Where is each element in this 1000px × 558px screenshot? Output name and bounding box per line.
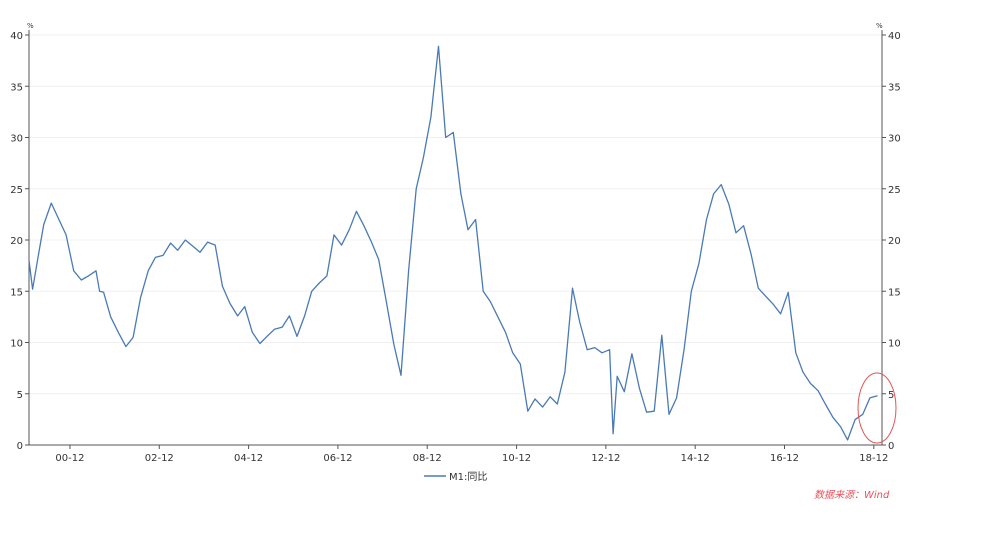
x-tick-label: 02-12	[145, 453, 174, 464]
source-note: 数据来源：Wind	[814, 490, 890, 501]
x-tick-label: 04-12	[234, 453, 263, 464]
x-tick-label: 08-12	[413, 453, 442, 464]
y-axis-ticks: 0 0 5 5 10 10 15 15 20 20 25 25 30 30 35 35 40 40	[10, 31, 900, 452]
right-unit-label: %	[876, 22, 883, 30]
right-y-tick-label: 35	[888, 82, 901, 93]
right-y-tick-label: 30	[888, 134, 901, 145]
series-layer	[28, 45, 878, 441]
left-y-tick-label: 0	[17, 441, 23, 452]
left-y-tick-label: 15	[10, 287, 23, 298]
left-y-tick-label: 5	[17, 390, 23, 401]
right-y-tick-label: 40	[888, 31, 901, 42]
x-tick-label: 12-12	[591, 453, 620, 464]
left-y-tick-label: 25	[10, 185, 23, 196]
left-y-tick-label: 35	[10, 82, 23, 93]
highlight-ellipse	[857, 372, 897, 444]
left-y-tick-label: 30	[10, 134, 23, 145]
right-y-tick-label: 25	[888, 185, 901, 196]
x-tick-label: 00-12	[55, 453, 84, 464]
left-y-tick-label: 40	[10, 31, 23, 42]
x-tick-label: 10-12	[502, 453, 531, 464]
left-unit-label: %	[27, 22, 34, 30]
x-tick-label: 06-12	[323, 453, 352, 464]
left-y-tick-label: 10	[10, 339, 23, 350]
right-y-tick-label: 20	[888, 236, 901, 247]
x-axis-ticks: 00-12 02-12 04-12 06-12 08-12 10-12 12-12 14-12…	[55, 445, 888, 464]
left-y-tick-label: 20	[10, 236, 23, 247]
right-y-tick-label: 0	[888, 441, 894, 452]
legend-label: M1:同比	[449, 471, 487, 483]
x-tick-label: 18-12	[859, 453, 888, 464]
gridlines	[29, 34, 882, 395]
right-y-tick-label: 10	[888, 339, 901, 350]
right-y-tick-label: 5	[888, 390, 894, 401]
x-tick-label: 14-12	[681, 453, 710, 464]
right-y-tick-label: 15	[888, 287, 901, 298]
legend: M1:同比	[424, 471, 487, 483]
x-tick-label: 16-12	[770, 453, 799, 464]
series-line-m1	[28, 45, 878, 441]
